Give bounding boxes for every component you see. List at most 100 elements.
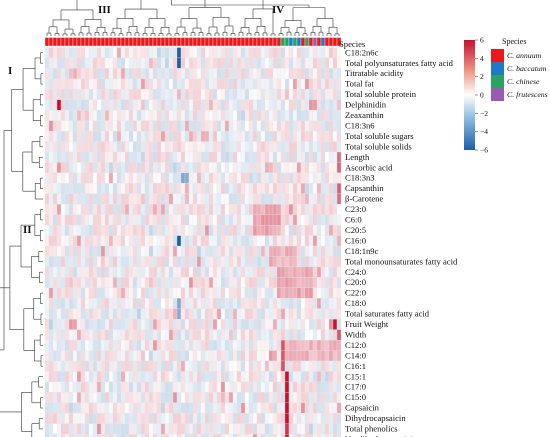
heatmap-cell <box>260 193 266 205</box>
species-legend: Species C. annuum C. baccatum C. chinese… <box>491 37 548 101</box>
heatmap-cell <box>296 319 302 330</box>
heatmap-cell <box>148 434 154 437</box>
heatmap-cell <box>224 204 230 215</box>
heatmap-cell <box>136 162 142 174</box>
heatmap-cell <box>64 319 70 330</box>
heatmap-cell <box>244 130 250 142</box>
heatmap-cell <box>216 151 222 163</box>
heatmap-cell <box>308 245 314 257</box>
row-label: Total phenolics <box>345 424 398 434</box>
heatmap-cell <box>60 298 66 309</box>
heatmap-cell <box>108 360 114 372</box>
heatmap-cell <box>328 99 334 111</box>
heatmap-cell <box>204 392 210 403</box>
heatmap-cell <box>304 162 310 174</box>
heatmap-cell <box>312 193 318 205</box>
heatmap-cell <box>224 183 230 194</box>
heatmap-cell <box>320 162 326 174</box>
heatmap-cell <box>108 434 114 437</box>
heatmap-cell <box>84 235 90 247</box>
heatmap-cell <box>84 99 90 111</box>
heatmap-cell <box>236 371 242 383</box>
heatmap-cell <box>276 277 282 288</box>
heatmap-cell <box>220 214 226 226</box>
heatmap-cell <box>160 360 166 372</box>
heatmap-cell <box>300 319 306 330</box>
heatmap-cell <box>152 183 158 194</box>
heatmap-cell <box>144 413 150 424</box>
heatmap-cell <box>116 413 122 424</box>
heatmap-cell <box>180 89 186 100</box>
heatmap-cell <box>224 89 230 100</box>
species-cell <box>312 37 318 47</box>
heatmap-cell <box>56 225 62 236</box>
heatmap-cell <box>136 120 142 132</box>
heatmap-cell <box>208 68 214 79</box>
colorbar-tick-label: −4 <box>480 127 488 136</box>
heatmap-cell <box>244 225 250 236</box>
heatmap-cell <box>180 339 186 351</box>
heatmap-cell <box>92 298 98 309</box>
heatmap-cell <box>212 298 218 309</box>
heatmap-cell <box>224 78 230 90</box>
heatmap-cell <box>64 204 70 215</box>
heatmap-cell <box>280 89 286 100</box>
heatmap-cell <box>232 329 238 341</box>
heatmap-cell <box>256 183 262 194</box>
heatmap-cell <box>152 308 158 320</box>
heatmap-cell <box>84 130 90 142</box>
heatmap-cell <box>296 256 302 268</box>
heatmap-cell <box>72 319 78 330</box>
heatmap-cell <box>136 287 142 299</box>
heatmap-cell <box>44 423 50 435</box>
heatmap-cell <box>208 99 214 111</box>
heatmap-cell <box>132 120 138 132</box>
heatmap-cell <box>248 350 254 362</box>
heatmap-cell <box>52 339 58 351</box>
heatmap-cell <box>52 141 58 153</box>
heatmap-cell <box>276 99 282 111</box>
heatmap-cell <box>248 151 254 163</box>
heatmap-cell <box>188 360 194 372</box>
heatmap-cell <box>196 99 202 111</box>
heatmap-cell <box>48 130 54 142</box>
heatmap-cell <box>140 266 146 278</box>
heatmap-cell <box>140 162 146 174</box>
heatmap-cell <box>96 392 102 403</box>
heatmap-cell <box>220 183 226 194</box>
heatmap-cell <box>88 245 94 257</box>
heatmap-cell <box>68 423 74 435</box>
heatmap-cell <box>136 89 142 100</box>
heatmap-cell <box>332 413 338 424</box>
heatmap-cell <box>132 78 138 90</box>
legend-label-frutescens: C. frutescens <box>507 90 548 99</box>
heatmap-cell <box>88 381 94 393</box>
heatmap-cell <box>260 413 266 424</box>
heatmap-cell <box>124 319 130 330</box>
heatmap-cell <box>224 245 230 257</box>
heatmap-cell <box>304 329 310 341</box>
heatmap-cell <box>264 402 270 414</box>
heatmap-cell <box>176 381 182 393</box>
heatmap-cell <box>180 141 186 153</box>
heatmap-cell <box>176 99 182 111</box>
heatmap-cell <box>164 277 170 288</box>
heatmap-cell <box>168 193 174 205</box>
heatmap-cell <box>68 162 74 174</box>
heatmap-cell <box>116 266 122 278</box>
heatmap-cell <box>316 204 322 215</box>
heatmap-cell <box>104 402 110 414</box>
heatmap-cell <box>248 392 254 403</box>
heatmap-cell <box>112 120 118 132</box>
heatmap-cell <box>252 235 258 247</box>
heatmap-cell <box>76 110 82 121</box>
heatmap-cell <box>100 110 106 121</box>
heatmap-cell <box>212 151 218 163</box>
heatmap-cell <box>72 235 78 247</box>
heatmap-cell <box>52 214 58 226</box>
heatmap-cell <box>324 162 330 174</box>
heatmap-cell <box>188 141 194 153</box>
heatmap-cell <box>316 413 322 424</box>
heatmap-cell <box>92 402 98 414</box>
heatmap-cell <box>196 172 202 184</box>
